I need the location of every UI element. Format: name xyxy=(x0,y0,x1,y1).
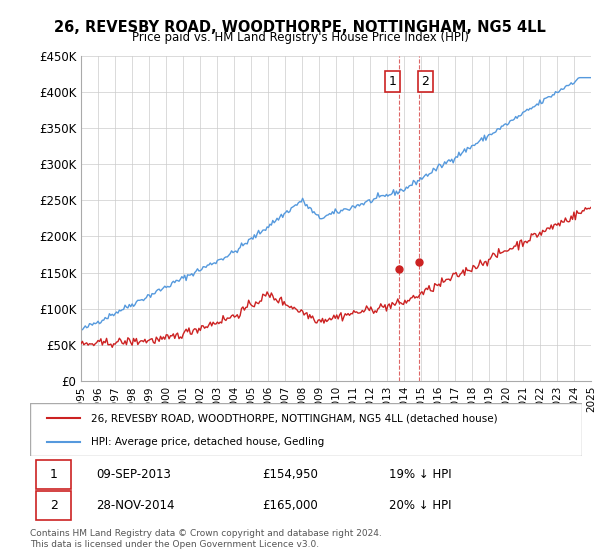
Text: 1: 1 xyxy=(389,75,397,88)
Text: 28-NOV-2014: 28-NOV-2014 xyxy=(96,499,175,512)
Text: 20% ↓ HPI: 20% ↓ HPI xyxy=(389,499,451,512)
Text: HPI: Average price, detached house, Gedling: HPI: Average price, detached house, Gedl… xyxy=(91,436,324,446)
Text: 2: 2 xyxy=(50,499,58,512)
Text: 2: 2 xyxy=(421,75,430,88)
FancyBboxPatch shape xyxy=(35,460,71,489)
FancyBboxPatch shape xyxy=(35,491,71,520)
Text: £165,000: £165,000 xyxy=(262,499,317,512)
Text: £154,950: £154,950 xyxy=(262,468,318,481)
Text: Contains HM Land Registry data © Crown copyright and database right 2024.
This d: Contains HM Land Registry data © Crown c… xyxy=(30,529,382,549)
Text: Price paid vs. HM Land Registry's House Price Index (HPI): Price paid vs. HM Land Registry's House … xyxy=(131,31,469,44)
Text: 19% ↓ HPI: 19% ↓ HPI xyxy=(389,468,451,481)
FancyBboxPatch shape xyxy=(30,403,582,456)
Text: 1: 1 xyxy=(50,468,58,481)
Text: 26, REVESBY ROAD, WOODTHORPE, NOTTINGHAM, NG5 4LL: 26, REVESBY ROAD, WOODTHORPE, NOTTINGHAM… xyxy=(54,20,546,35)
Text: 26, REVESBY ROAD, WOODTHORPE, NOTTINGHAM, NG5 4LL (detached house): 26, REVESBY ROAD, WOODTHORPE, NOTTINGHAM… xyxy=(91,413,497,423)
Text: 09-SEP-2013: 09-SEP-2013 xyxy=(96,468,171,481)
